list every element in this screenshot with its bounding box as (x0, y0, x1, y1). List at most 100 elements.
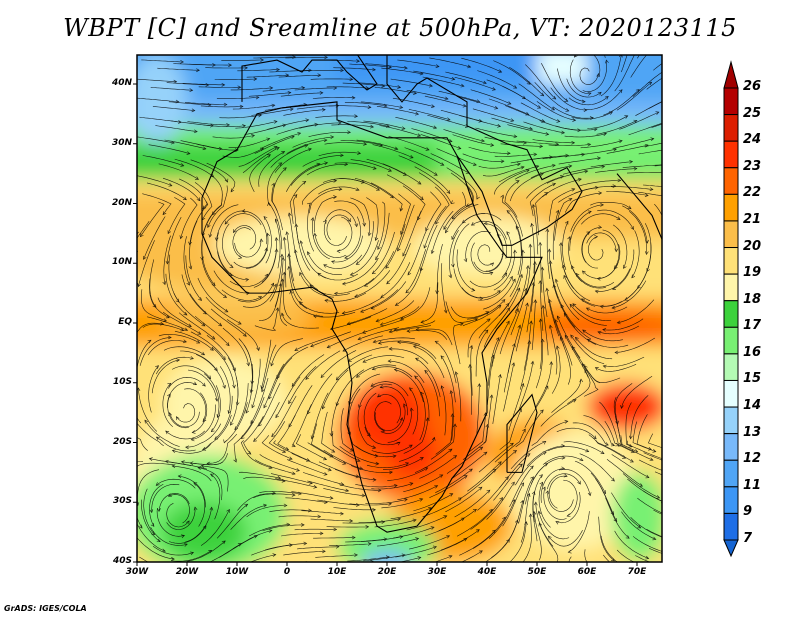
colorbar-segment (723, 87, 739, 116)
streamline-arrow (321, 107, 326, 112)
streamline-arrow (511, 481, 515, 486)
streamline-arrow (287, 253, 291, 258)
streamline-arrow (151, 531, 156, 536)
streamline (158, 163, 199, 180)
streamline-arrow (263, 503, 268, 508)
streamline (602, 318, 644, 331)
streamline-arrow (326, 344, 331, 349)
streamline (213, 270, 250, 294)
streamline (318, 151, 361, 157)
streamline (259, 491, 302, 495)
streamline-arrow (375, 187, 380, 191)
streamline (243, 344, 253, 393)
streamline-arrow (282, 167, 287, 171)
streamline (386, 243, 411, 285)
streamline (555, 279, 580, 321)
streamline (226, 319, 260, 351)
streamline-arrow (260, 58, 264, 62)
streamline-arrow (528, 243, 533, 248)
streamline (575, 273, 615, 288)
streamline-arrow (677, 196, 680, 199)
streamline (318, 186, 360, 195)
streamline (493, 250, 516, 291)
streamline-arrow (273, 120, 278, 124)
streamline-arrow (371, 366, 376, 371)
streamline (390, 507, 432, 520)
streamline-arrow (602, 364, 607, 369)
streamline-arrow (587, 210, 592, 215)
streamline (520, 493, 530, 543)
streamline-arrow (412, 345, 417, 349)
streamline (473, 251, 504, 273)
streamline-arrow (577, 177, 582, 182)
streamline-arrow (276, 375, 280, 380)
streamline-arrow (552, 284, 557, 289)
streamline-arrow (186, 281, 190, 286)
streamline (168, 494, 190, 524)
streamline (436, 148, 477, 166)
streamline (291, 453, 332, 471)
streamline (307, 373, 333, 415)
streamline-arrow (500, 159, 505, 164)
streamline (310, 78, 353, 80)
streamline (504, 500, 524, 546)
streamline (163, 235, 171, 285)
streamline (190, 331, 226, 360)
streamline (413, 345, 445, 379)
streamline-arrow (377, 393, 381, 398)
streamline-arrow (165, 260, 170, 265)
streamline (222, 327, 249, 366)
streamline-arrow (506, 151, 511, 156)
streamline-arrow (282, 271, 287, 276)
streamline (98, 213, 133, 240)
streamline-arrow (633, 119, 638, 124)
streamline (508, 383, 524, 431)
streamline (373, 401, 392, 432)
streamline (397, 59, 440, 67)
streamline-arrow (202, 525, 207, 530)
streamline-arrow (496, 290, 501, 294)
streamline-arrow (210, 473, 214, 478)
streamline-arrow (457, 146, 462, 150)
streamline (261, 435, 293, 460)
streamline (373, 337, 415, 343)
streamline (525, 244, 531, 295)
streamline (191, 404, 216, 440)
streamline (603, 554, 611, 562)
streamline (461, 287, 501, 299)
streamline-arrow (180, 163, 185, 167)
streamline (507, 124, 549, 135)
streamline-arrow (209, 347, 214, 351)
streamline (149, 278, 170, 318)
streamline (178, 312, 215, 340)
streamline (430, 153, 470, 174)
streamline (234, 383, 249, 430)
streamline (506, 210, 523, 256)
streamline-arrow (571, 346, 576, 350)
streamline (193, 482, 206, 527)
streamline (168, 254, 180, 303)
streamline-arrow (238, 255, 243, 259)
lon-label: 10E (327, 567, 347, 577)
streamline (564, 192, 602, 213)
streamline (459, 115, 501, 127)
streamline-arrow (636, 285, 641, 289)
streamline (207, 433, 238, 464)
colorbar-label: 11 (743, 477, 762, 493)
streamline-arrow (435, 64, 440, 68)
streamline-arrow (520, 482, 525, 487)
field-region (137, 55, 187, 144)
streamline-arrow (513, 134, 518, 139)
streamline (333, 507, 376, 511)
streamline (307, 480, 349, 492)
streamline (584, 549, 588, 562)
streamline (185, 507, 212, 543)
streamline-arrow (388, 346, 393, 351)
streamline-arrow (164, 459, 169, 464)
streamline (233, 225, 257, 250)
streamline (221, 289, 262, 301)
streamline (491, 117, 533, 130)
streamline (294, 335, 335, 351)
streamline-arrow (294, 347, 299, 351)
